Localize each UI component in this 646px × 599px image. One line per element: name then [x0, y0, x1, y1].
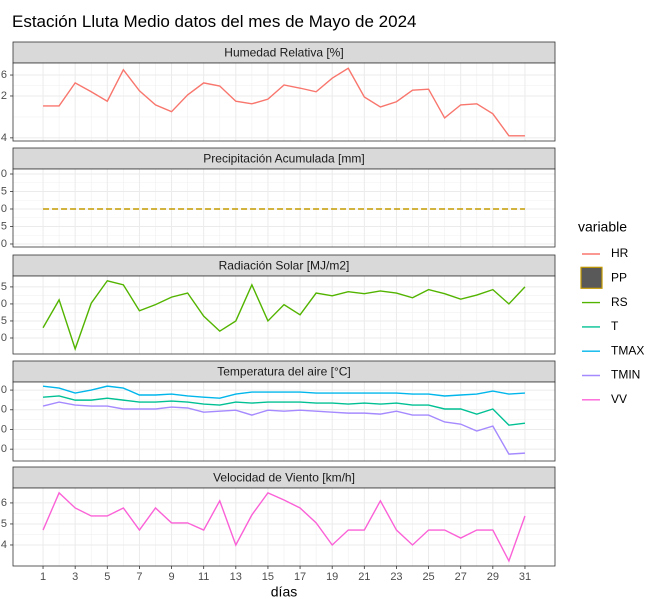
- x-axis-title: días: [271, 584, 297, 599]
- x-tick-label: 21: [358, 571, 370, 583]
- data-line: [42, 401, 526, 455]
- data-line: [42, 385, 526, 399]
- y-tick-label: 0: [1, 203, 7, 215]
- legend-label: RS: [611, 295, 628, 309]
- y-tick-label: 4: [1, 539, 7, 551]
- panel-border: [12, 381, 556, 462]
- panel-border: [12, 62, 556, 142]
- x-tick-label: 9: [168, 571, 174, 583]
- y-tick-label: 5: [1, 185, 7, 197]
- strip-title: Radiación Solar [MJ/m2]: [219, 259, 350, 273]
- legend-label: VV: [611, 392, 627, 406]
- x-tick-label: 19: [326, 571, 338, 583]
- chart-title: Estación Lluta Medio datos del mes de Ma…: [12, 12, 416, 31]
- x-tick-label: 7: [136, 571, 142, 583]
- data-line: [43, 67, 525, 137]
- strip-title: Temperatura del aire [°C]: [217, 365, 351, 379]
- y-tick-label: 0: [1, 298, 7, 310]
- strip-title: Humedad Relativa [%]: [224, 46, 343, 60]
- panel-border: [12, 487, 556, 567]
- x-tick-label: 27: [455, 571, 467, 583]
- x-tick-label: 15: [262, 571, 274, 583]
- x-tick-label: 1: [40, 571, 46, 583]
- y-tick-label: 0: [1, 238, 7, 250]
- legend-label: TMIN: [611, 368, 640, 382]
- y-tick-label: 0: [1, 168, 7, 180]
- x-tick-label: 25: [422, 571, 434, 583]
- y-tick-label: 2: [1, 90, 7, 102]
- y-tick-label: 5: [1, 220, 7, 232]
- x-tick-label: 23: [390, 571, 402, 583]
- y-tick-label: 0: [1, 423, 7, 435]
- x-tick-label: 17: [294, 571, 306, 583]
- y-tick-label: 5: [1, 281, 7, 293]
- legend-label: T: [611, 319, 619, 333]
- data-line: [42, 395, 526, 426]
- y-tick-label: 5: [1, 315, 7, 327]
- legend-label: PP: [611, 270, 627, 284]
- y-tick-label: 0: [1, 443, 7, 455]
- y-tick-label: 0: [1, 404, 7, 416]
- x-tick-label: 5: [104, 571, 110, 583]
- x-tick-label: 29: [487, 571, 499, 583]
- y-tick-label: 0: [1, 384, 7, 396]
- y-tick-label: 0: [1, 332, 7, 344]
- legend-label: TMAX: [611, 343, 644, 357]
- legend-key: [580, 266, 603, 289]
- panel-border: [12, 275, 556, 355]
- strip-title: Velocidad de Viento [km/h]: [213, 471, 355, 485]
- y-tick-label: 4: [1, 132, 7, 144]
- x-tick-label: 3: [72, 571, 78, 583]
- x-tick-label: 31: [519, 571, 531, 583]
- panel-border: [12, 168, 556, 248]
- legend-label: HR: [611, 246, 629, 260]
- strip-title: Precipitación Acumulada [mm]: [203, 152, 364, 166]
- y-tick-label: 6: [1, 69, 7, 81]
- y-tick-label: 6: [1, 497, 7, 509]
- x-tick-label: 11: [198, 571, 209, 583]
- data-line: [42, 279, 526, 352]
- x-tick-label: 13: [230, 571, 242, 583]
- y-tick-label: 5: [1, 518, 7, 530]
- legend-title: variable: [578, 219, 627, 235]
- data-line: [42, 491, 526, 563]
